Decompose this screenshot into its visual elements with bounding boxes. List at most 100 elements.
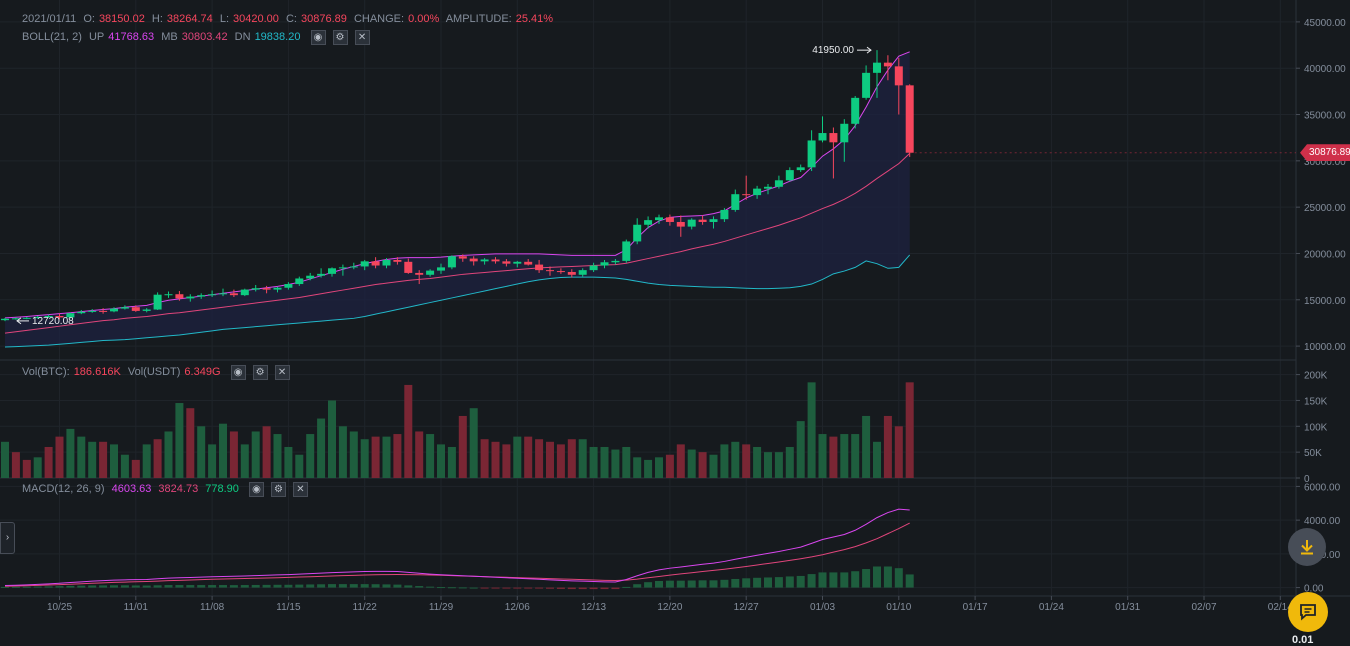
low-arrow-head (16, 317, 22, 325)
candle-body (295, 278, 304, 285)
macd-histogram-bar (513, 587, 522, 589)
low-label: L: (219, 13, 230, 25)
candle-body (873, 62, 881, 73)
candle-body (175, 294, 184, 299)
macd-histogram-bar (796, 575, 805, 588)
volume-bar (295, 454, 304, 478)
macd-histogram-bar (240, 585, 249, 588)
candle-body (447, 256, 456, 268)
chevron-right-icon[interactable]: › (0, 522, 15, 554)
settings-icon[interactable]: ⚙ (332, 30, 348, 45)
close-icon[interactable]: ✕ (292, 482, 308, 497)
eye-icon[interactable]: ◉ (310, 30, 326, 45)
boll-dn-line (4, 254, 911, 348)
macd-histogram-bar (883, 566, 892, 588)
macd-histogram-bar (404, 585, 413, 588)
volume-bar (229, 431, 238, 478)
candle-body (807, 140, 816, 168)
price-tick-label: 10000.00 (1304, 342, 1346, 353)
volume-bar (753, 446, 762, 478)
eye-icon[interactable]: ◉ (248, 482, 264, 497)
macd-histogram-bar (251, 584, 260, 588)
candle-body (883, 62, 892, 67)
macd-histogram-bar (120, 585, 129, 588)
macd-histogram-bar (753, 577, 762, 588)
candle-body (229, 293, 238, 296)
x-tick-label: 11/29 (429, 602, 454, 613)
x-tick-label: 01/24 (1039, 602, 1064, 613)
candle-body (415, 272, 424, 275)
macd-histogram-bar (186, 585, 195, 588)
macd-histogram-bar (349, 584, 358, 588)
price-tick-label: 30000.00 (1304, 157, 1346, 168)
macd-histogram-bar (458, 587, 467, 589)
x-tick-label: 12/06 (505, 602, 530, 613)
volume-bar (22, 459, 31, 478)
candle-body (393, 259, 402, 262)
high-marker-label: 41950.00 (812, 45, 854, 56)
volume-bar (284, 446, 293, 478)
last-price-tag: 30876.89 (1300, 144, 1350, 162)
volume-tick-label: 200K (1304, 371, 1328, 382)
candle-body (480, 259, 489, 262)
macd-histogram-bar (851, 571, 860, 588)
x-tick-label: 01/31 (1115, 602, 1140, 613)
vol-usdt-label: Vol(USDT) (127, 366, 181, 379)
eye-icon[interactable]: ◉ (230, 365, 246, 380)
macd-histogram-bar (1, 586, 9, 588)
macd-histogram-bar (22, 586, 31, 588)
volume-bar (349, 431, 358, 478)
volume-bar (644, 459, 653, 478)
candle-body (829, 133, 838, 143)
candle-body (262, 288, 271, 290)
volume-bar (524, 436, 533, 478)
x-tick-label: 01/17 (963, 602, 988, 613)
candle-body (458, 256, 467, 259)
macd-histogram-bar (55, 586, 64, 588)
close-icon[interactable]: ✕ (274, 365, 290, 380)
candle-body (720, 209, 729, 220)
high-label: H: (151, 13, 163, 25)
candle-body (88, 310, 97, 312)
macd-dif-value: 4603.63 (111, 483, 152, 496)
macd-histogram-bar (208, 585, 217, 588)
volume-bar (840, 434, 849, 478)
macd-histogram-bar (219, 585, 227, 588)
macd-histogram-bar (644, 582, 653, 588)
vol-btc-value: 186.616K (73, 366, 121, 379)
macd-histogram-bar (426, 586, 435, 588)
settings-icon[interactable]: ⚙ (252, 365, 268, 380)
macd-histogram-bar (88, 585, 97, 588)
candle-body (284, 284, 293, 288)
volume-bar (720, 444, 729, 478)
candle-body (251, 288, 260, 290)
volume-bar (197, 426, 206, 478)
candle-body (764, 186, 772, 189)
candle-body (306, 275, 315, 279)
high-arrow-head (866, 46, 872, 54)
macd-histogram-bar (33, 586, 42, 588)
macd-histogram-bar (338, 584, 347, 588)
candle-body (197, 295, 206, 297)
candle-body (840, 123, 849, 143)
close-icon[interactable]: ✕ (354, 30, 370, 45)
candle-body (502, 261, 511, 264)
amplitude-value: 25.41% (515, 13, 554, 25)
candle-body (371, 261, 380, 266)
macd-histogram-bar (175, 585, 184, 588)
volume-bar (731, 441, 740, 478)
macd-histogram-bar (66, 585, 75, 588)
volume-bar (120, 454, 129, 478)
candle-body (785, 170, 794, 181)
x-tick-label: 01/03 (810, 602, 835, 613)
candle-body (360, 261, 369, 267)
settings-icon[interactable]: ⚙ (270, 482, 286, 497)
macd-histogram-bar (153, 585, 162, 588)
boll-mb-value: 30803.42 (181, 31, 228, 44)
volume-bar (415, 431, 424, 478)
volume-bar (491, 441, 500, 478)
download-button[interactable] (1288, 528, 1326, 566)
chat-button[interactable] (1288, 592, 1328, 632)
candle-body (219, 293, 227, 295)
